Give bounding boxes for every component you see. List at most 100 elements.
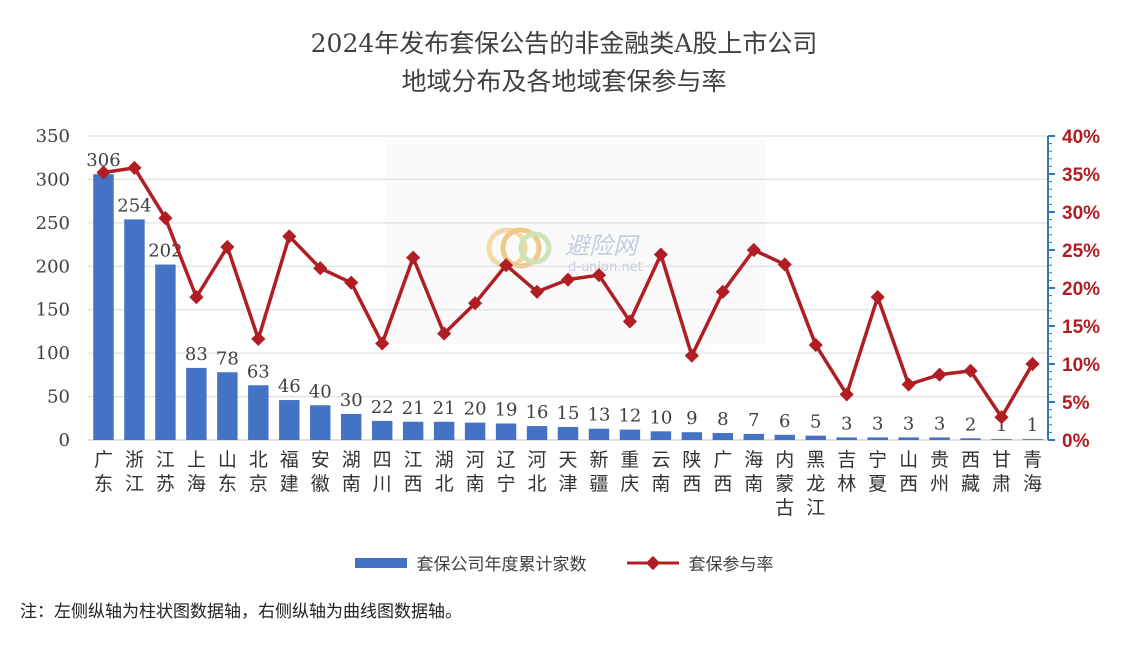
bar bbox=[650, 431, 672, 440]
bar bbox=[217, 372, 238, 440]
bar-data-label: 1 bbox=[1027, 415, 1038, 436]
rate-point bbox=[251, 331, 266, 346]
left-axis-tick-label: 150 bbox=[36, 300, 70, 321]
bar-data-label: 21 bbox=[433, 398, 456, 419]
bar bbox=[495, 423, 517, 440]
rate-point bbox=[313, 261, 328, 276]
bar-data-label: 20 bbox=[464, 399, 487, 420]
category-label: 江苏 bbox=[156, 449, 175, 495]
right-axis-tick-label: 25% bbox=[1062, 241, 1100, 262]
category-label: 湖北 bbox=[435, 449, 454, 495]
bar bbox=[155, 264, 176, 440]
watermark-box bbox=[385, 140, 765, 345]
bar-data-label: 202 bbox=[148, 241, 182, 262]
category-label: 河南 bbox=[466, 449, 485, 495]
bar-data-label: 46 bbox=[278, 376, 301, 397]
right-axis-tick-label: 5% bbox=[1062, 393, 1090, 414]
rate-point bbox=[375, 336, 390, 351]
bar bbox=[898, 437, 919, 440]
bar bbox=[836, 437, 857, 440]
right-axis-tick-label: 15% bbox=[1062, 317, 1100, 338]
category-label: 山东 bbox=[218, 449, 237, 495]
chart-title-line1: 2024年发布套保公告的非金融类A股上市公司 bbox=[310, 29, 818, 58]
legend-bar-swatch bbox=[354, 557, 407, 568]
category-label: 河北 bbox=[528, 449, 547, 495]
category-label: 陕西 bbox=[682, 449, 701, 495]
right-axis-tick-label: 35% bbox=[1062, 165, 1100, 186]
category-label: 浙江 bbox=[125, 449, 144, 495]
bar bbox=[588, 428, 610, 440]
rate-point bbox=[560, 272, 576, 287]
left-axis-tick-label: 350 bbox=[36, 126, 70, 147]
rate-point bbox=[437, 326, 452, 341]
category-label: 贵州 bbox=[930, 449, 949, 495]
rate-point bbox=[189, 290, 204, 305]
bar-data-label: 21 bbox=[402, 398, 425, 419]
legend-line-swatch bbox=[626, 555, 679, 570]
legend-label-bars: 套保公司年度累计家数 bbox=[416, 555, 587, 575]
category-label: 海南 bbox=[744, 449, 763, 495]
bar bbox=[464, 422, 486, 440]
bar-data-label: 7 bbox=[748, 410, 759, 431]
rate-point bbox=[468, 296, 483, 311]
category-label: 内蒙古 bbox=[775, 449, 794, 519]
left-axis-tick-label: 0 bbox=[59, 430, 70, 451]
right-axis-tick-label: 40% bbox=[1062, 127, 1100, 148]
category-label: 新疆 bbox=[589, 449, 608, 495]
bar-data-label: 3 bbox=[934, 413, 945, 434]
rate-point bbox=[715, 284, 730, 299]
rate-point bbox=[994, 410, 1009, 425]
rate-point bbox=[344, 275, 359, 290]
bar bbox=[93, 174, 114, 440]
rate-point bbox=[1025, 356, 1040, 372]
legend-item-line: 套保参与率 bbox=[626, 550, 774, 575]
chart-legend: 套保公司年度累计家数 套保参与率 bbox=[0, 550, 1128, 575]
rate-point bbox=[127, 160, 142, 175]
category-label: 广东 bbox=[94, 449, 113, 495]
rate-point bbox=[684, 348, 699, 363]
category-label: 云南 bbox=[651, 449, 670, 495]
rate-point bbox=[808, 337, 823, 353]
right-axis-tick-label: 20% bbox=[1062, 279, 1100, 300]
chart-note: 注：左侧纵轴为柱状图数据轴，右侧纵轴为曲线图数据轴。 bbox=[20, 602, 462, 622]
bar bbox=[867, 437, 888, 440]
bar-data-label: 10 bbox=[649, 407, 672, 428]
bar bbox=[371, 420, 393, 440]
bar-data-label: 12 bbox=[618, 406, 641, 427]
rate-point bbox=[622, 314, 638, 329]
legend-label-line: 套保参与率 bbox=[688, 555, 774, 575]
bar-data-label: 15 bbox=[557, 403, 580, 424]
bar-data-label: 13 bbox=[588, 405, 611, 426]
category-label: 辽宁 bbox=[497, 449, 516, 495]
bar bbox=[557, 426, 579, 440]
bar-data-label: 1 bbox=[996, 415, 1007, 436]
category-label: 天津 bbox=[558, 449, 577, 495]
rate-point bbox=[406, 250, 421, 265]
rate-point bbox=[839, 387, 854, 402]
left-axis-tick-label: 250 bbox=[36, 213, 70, 234]
bar bbox=[991, 439, 1012, 440]
watermark-text: 避险网 bbox=[565, 232, 637, 260]
bar-data-label: 2 bbox=[965, 414, 976, 435]
bar bbox=[248, 385, 269, 440]
category-label: 山西 bbox=[899, 449, 918, 495]
rate-point bbox=[158, 211, 173, 226]
chart-title-line2: 地域分布及各地域套保参与率 bbox=[401, 67, 727, 96]
category-label: 吉林 bbox=[837, 449, 856, 495]
category-label: 福建 bbox=[280, 449, 299, 495]
bar bbox=[805, 435, 826, 440]
category-label: 宁夏 bbox=[868, 449, 887, 495]
category-label: 西藏 bbox=[961, 449, 980, 495]
rate-point bbox=[746, 242, 761, 258]
bar-data-label: 3 bbox=[872, 413, 883, 434]
bar bbox=[1022, 439, 1043, 440]
left-axis-tick-label: 200 bbox=[36, 256, 70, 277]
bar-data-label: 3 bbox=[903, 413, 914, 434]
bar bbox=[402, 421, 424, 440]
category-label: 上海 bbox=[187, 449, 206, 495]
bar bbox=[774, 434, 795, 440]
bar-data-label: 30 bbox=[340, 390, 363, 411]
category-label: 四川 bbox=[373, 449, 392, 495]
bar-data-label: 254 bbox=[117, 195, 151, 216]
bar-data-label: 306 bbox=[86, 150, 120, 171]
